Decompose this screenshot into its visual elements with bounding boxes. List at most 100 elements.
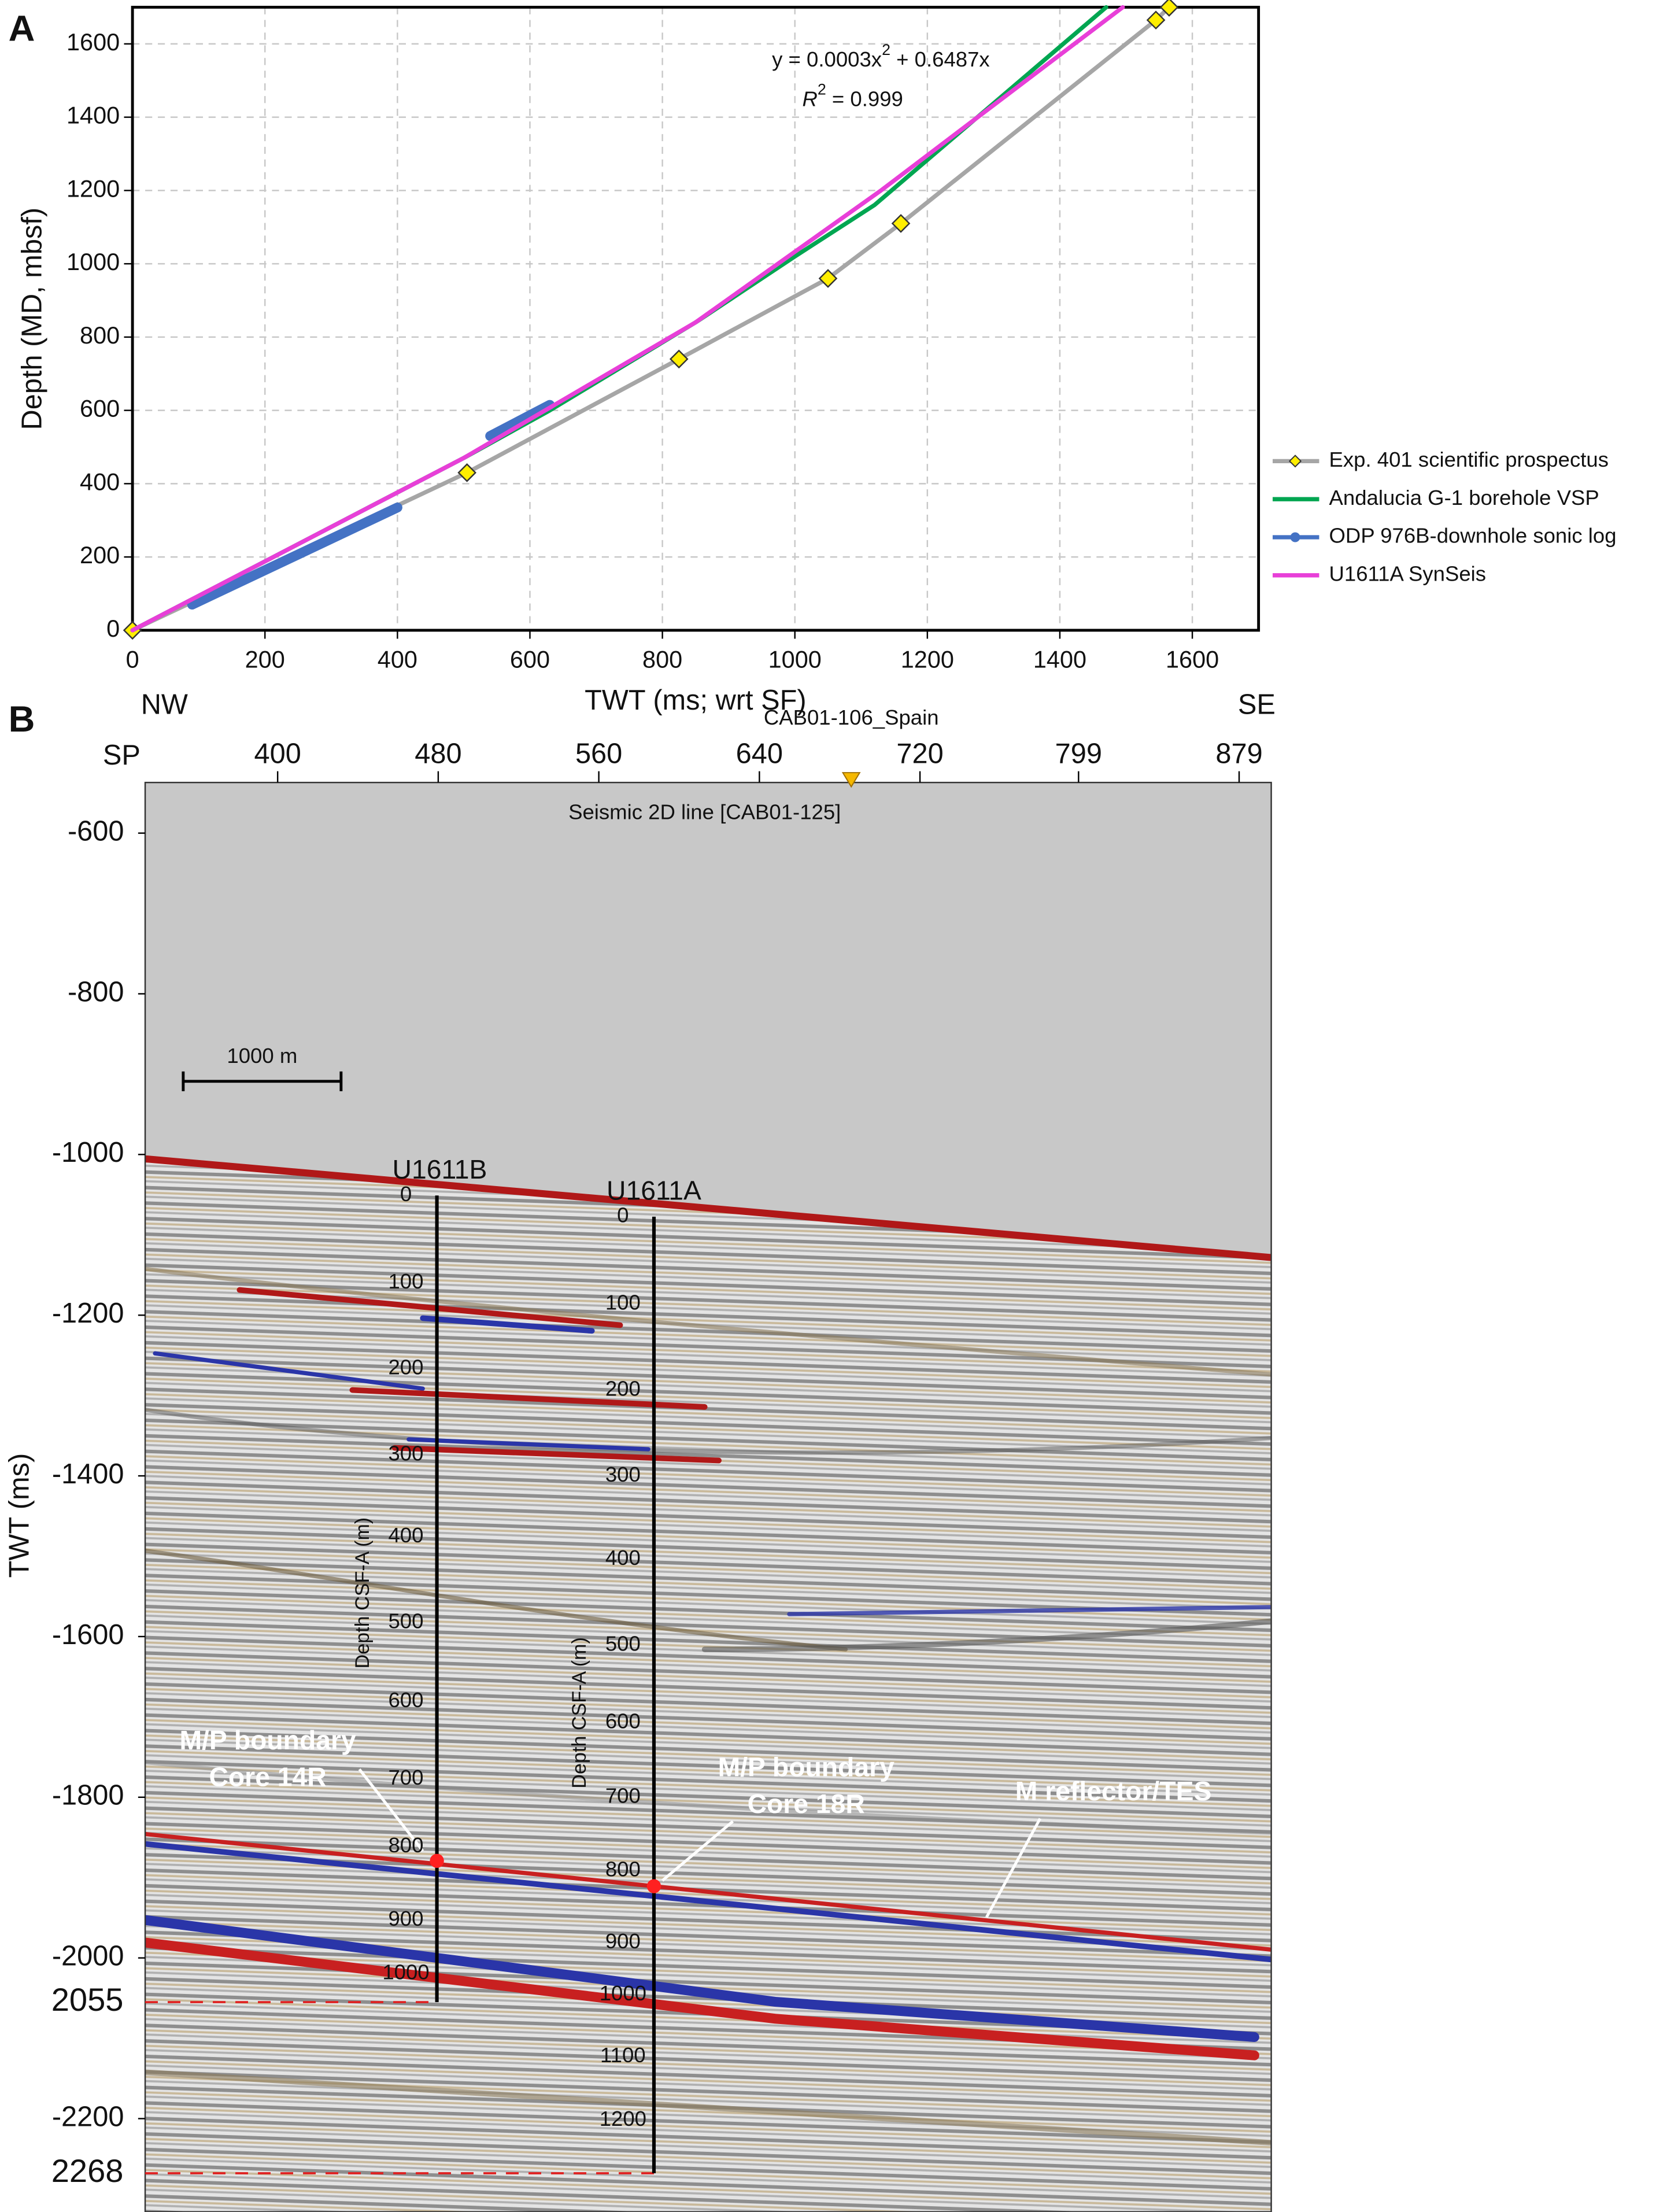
well-depth-label: 1100 xyxy=(600,2043,646,2067)
well-depth-label: 400 xyxy=(605,1546,641,1570)
annotation: M reflector/TES xyxy=(1015,1776,1212,1806)
image-title: Seismic 2D line [CAB01-125] xyxy=(568,800,841,824)
x-tick-label: 1000 xyxy=(768,645,822,673)
panel-a: 0 200 400 600 800 1000 1200 1400 1600 0 200 400 600 8… xyxy=(16,0,1617,716)
x-tick-label: 200 xyxy=(245,645,285,673)
horizon-label: 2055 xyxy=(51,1981,124,2018)
well-name: U1611A xyxy=(607,1176,701,1206)
well-depth-label: 600 xyxy=(605,1709,641,1733)
x-tick-label: 1600 xyxy=(1166,645,1219,673)
y-tick-label: -2200 xyxy=(52,2101,124,2132)
x-tick-label: 720 xyxy=(896,738,943,770)
x-tick-label: 879 xyxy=(1215,738,1262,770)
annotation: M/P boundary xyxy=(179,1725,356,1755)
annotation-sup: 2 xyxy=(818,80,826,98)
y-tick-label: 1000 xyxy=(66,248,120,275)
legend-marker xyxy=(1288,455,1302,468)
x-axis-title: SP xyxy=(103,740,141,771)
x-tick-label: 560 xyxy=(575,738,622,770)
well-depth-label: 900 xyxy=(388,1907,423,1930)
x-tick-label: 640 xyxy=(736,738,783,770)
series-line xyxy=(130,5,1108,633)
annotation: y = 0.0003x2 + 0.6487x xyxy=(772,41,990,71)
well-depth-label: 0 xyxy=(617,1203,629,1227)
legend-marker xyxy=(1290,532,1300,542)
y-tick-label: -1200 xyxy=(52,1298,124,1329)
annotation-part: + 0.6487x xyxy=(890,47,990,71)
boundary-point xyxy=(646,1879,661,1893)
y-tick-label: -1600 xyxy=(52,1619,124,1650)
well-depth-label: 600 xyxy=(388,1688,423,1712)
x-tick-label: 480 xyxy=(415,738,461,770)
x-axis-title: TWT (ms; wrt SF) xyxy=(585,685,806,716)
y-tick-label: 0 xyxy=(106,615,120,642)
well-axis-label: Depth CSF-A (m) xyxy=(568,1637,590,1789)
panel-b: NW SE SP CAB01-106_Spain 400 480 560 640 720 799 8… xyxy=(3,689,1276,2212)
well-depth-label: 1200 xyxy=(600,2107,646,2130)
direction-label: NW xyxy=(141,689,188,720)
series-line xyxy=(130,5,1125,633)
annotation: M/P boundary xyxy=(718,1752,894,1782)
x-tick-label: 0 xyxy=(126,645,139,673)
x-tick-label: 1200 xyxy=(901,645,954,673)
annotation: Core 18R xyxy=(748,1789,865,1819)
line-name: CAB01-106_Spain xyxy=(764,706,939,729)
y-axis-title: Depth (MD, mbsf) xyxy=(16,208,47,430)
horizon-label: 2268 xyxy=(51,2152,124,2189)
y-tick-label: 800 xyxy=(80,322,120,349)
well-depth-label: 800 xyxy=(388,1833,423,1857)
x-tick-label: 400 xyxy=(254,738,301,770)
x-tick-label: 799 xyxy=(1055,738,1102,770)
legend-label: U1611A SynSeis xyxy=(1329,562,1487,585)
well-axis-label: Depth CSF-A (m) xyxy=(352,1517,374,1669)
seismic-image xyxy=(145,782,1271,2212)
y-tick-label: 1600 xyxy=(66,28,120,56)
marker xyxy=(457,463,476,482)
x-tick-label: 600 xyxy=(510,645,550,673)
scale-bar-label: 1000 m xyxy=(227,1044,297,1068)
y-tick-label: 400 xyxy=(80,468,120,495)
marker xyxy=(1146,10,1166,30)
legend-label: Exp. 401 scientific prospectus xyxy=(1329,448,1609,471)
y-tick-label: -2000 xyxy=(52,1941,124,1972)
well-depth-label: 700 xyxy=(605,1784,641,1808)
well-depth-label: 1000 xyxy=(382,1960,429,1984)
well-depth-label: 900 xyxy=(605,1929,641,1953)
well-depth-label: 0 xyxy=(400,1182,412,1206)
well-depth-label: 300 xyxy=(605,1463,641,1486)
boundary-point xyxy=(430,1853,444,1868)
well-depth-label: 100 xyxy=(388,1269,423,1293)
legend-label: Andalucia G-1 borehole VSP xyxy=(1329,486,1599,509)
y-tick-label: -1000 xyxy=(52,1137,124,1168)
y-tick-label: 1400 xyxy=(66,102,120,129)
well-depth-label: 800 xyxy=(605,1857,641,1881)
series-line xyxy=(130,5,1171,633)
well-depth-label: 200 xyxy=(388,1356,423,1379)
x-tick-label: 1400 xyxy=(1033,645,1086,673)
y-axis-title: TWT (ms) xyxy=(3,1453,35,1578)
y-tick-label: -600 xyxy=(68,816,124,847)
legend-label: ODP 976B-downhole sonic log xyxy=(1329,524,1617,548)
y-tick-label: -800 xyxy=(68,976,124,1007)
annotation-part: = 0.999 xyxy=(826,87,903,110)
y-tick-label: -1800 xyxy=(52,1780,124,1811)
well-depth-label: 400 xyxy=(388,1523,423,1547)
marker xyxy=(818,269,838,288)
annotation: R2 = 0.999 xyxy=(802,80,903,110)
x-tick-label: 400 xyxy=(378,645,417,673)
marker xyxy=(669,349,689,369)
well-depth-label: 300 xyxy=(388,1441,423,1465)
well-depth-label: 100 xyxy=(605,1291,641,1314)
annotation: Core 14R xyxy=(209,1762,326,1792)
x-tick-label: 800 xyxy=(642,645,682,673)
well-depth-label: 200 xyxy=(605,1376,641,1400)
well-depth-label: 1000 xyxy=(600,1981,646,2005)
annotation-part: R xyxy=(802,87,817,110)
y-tick-label: -1400 xyxy=(52,1458,124,1490)
marker xyxy=(1159,0,1179,17)
well-depth-label: 500 xyxy=(388,1609,423,1633)
well-depth-label: 500 xyxy=(605,1631,641,1655)
plot-frame xyxy=(131,6,1261,632)
